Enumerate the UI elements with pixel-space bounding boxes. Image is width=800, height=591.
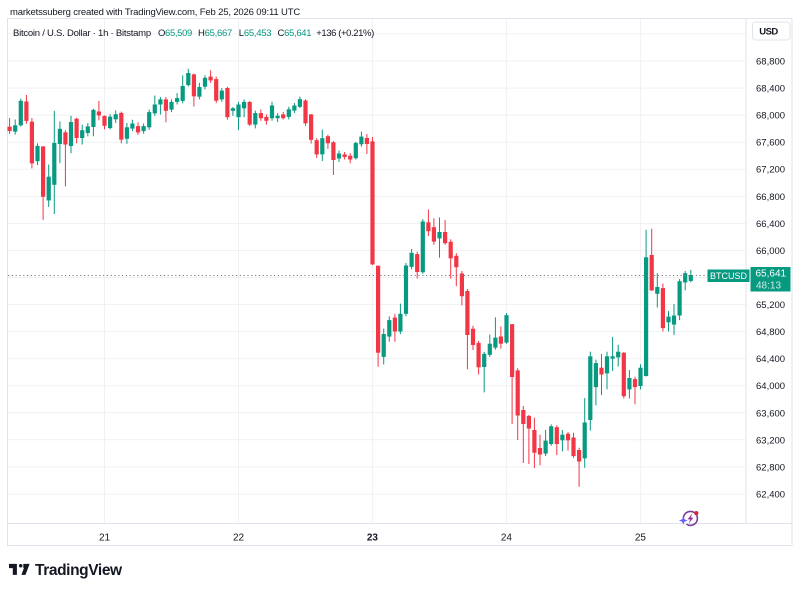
svg-text:66,400: 66,400 — [756, 219, 785, 230]
svg-text:25: 25 — [635, 533, 647, 544]
svg-text:68,000: 68,000 — [756, 111, 785, 122]
svg-text:62,400: 62,400 — [756, 490, 785, 501]
svg-text:63,200: 63,200 — [756, 435, 785, 446]
svg-text:67,600: 67,600 — [756, 138, 785, 149]
svg-text:L65,453: L65,453 — [239, 28, 271, 39]
svg-text:67,200: 67,200 — [756, 165, 785, 176]
svg-text:24: 24 — [501, 533, 513, 544]
svg-text:Bitcoin / U.S. Dollar · 1h · B: Bitcoin / U.S. Dollar · 1h · Bitstamp — [13, 28, 151, 39]
svg-text:23: 23 — [367, 533, 379, 544]
svg-text:48:13: 48:13 — [756, 281, 781, 292]
svg-text:O65,509: O65,509 — [158, 28, 192, 39]
svg-text:H65,667: H65,667 — [198, 28, 232, 39]
svg-text:marketssuberg created with Tra: marketssuberg created with TradingView.c… — [10, 7, 300, 18]
svg-text:64,800: 64,800 — [756, 327, 785, 338]
svg-text:21: 21 — [99, 533, 111, 544]
svg-text:62,800: 62,800 — [756, 462, 785, 473]
svg-text:TradingView: TradingView — [35, 562, 123, 579]
svg-text:66,000: 66,000 — [756, 246, 785, 257]
svg-text:68,400: 68,400 — [756, 84, 785, 95]
svg-text:65,641: 65,641 — [756, 269, 787, 280]
svg-text:USD: USD — [759, 27, 778, 38]
svg-text:+136 (+0.21%): +136 (+0.21%) — [316, 28, 374, 39]
svg-text:63,600: 63,600 — [756, 408, 785, 419]
svg-text:C65,641: C65,641 — [278, 28, 312, 39]
svg-text:64,400: 64,400 — [756, 354, 785, 365]
svg-text:65,200: 65,200 — [756, 300, 785, 311]
svg-text:64,000: 64,000 — [756, 381, 785, 392]
svg-text:68,800: 68,800 — [756, 57, 785, 68]
svg-text:66,800: 66,800 — [756, 192, 785, 203]
svg-text:BTCUSD: BTCUSD — [710, 271, 748, 281]
svg-text:22: 22 — [233, 533, 245, 544]
